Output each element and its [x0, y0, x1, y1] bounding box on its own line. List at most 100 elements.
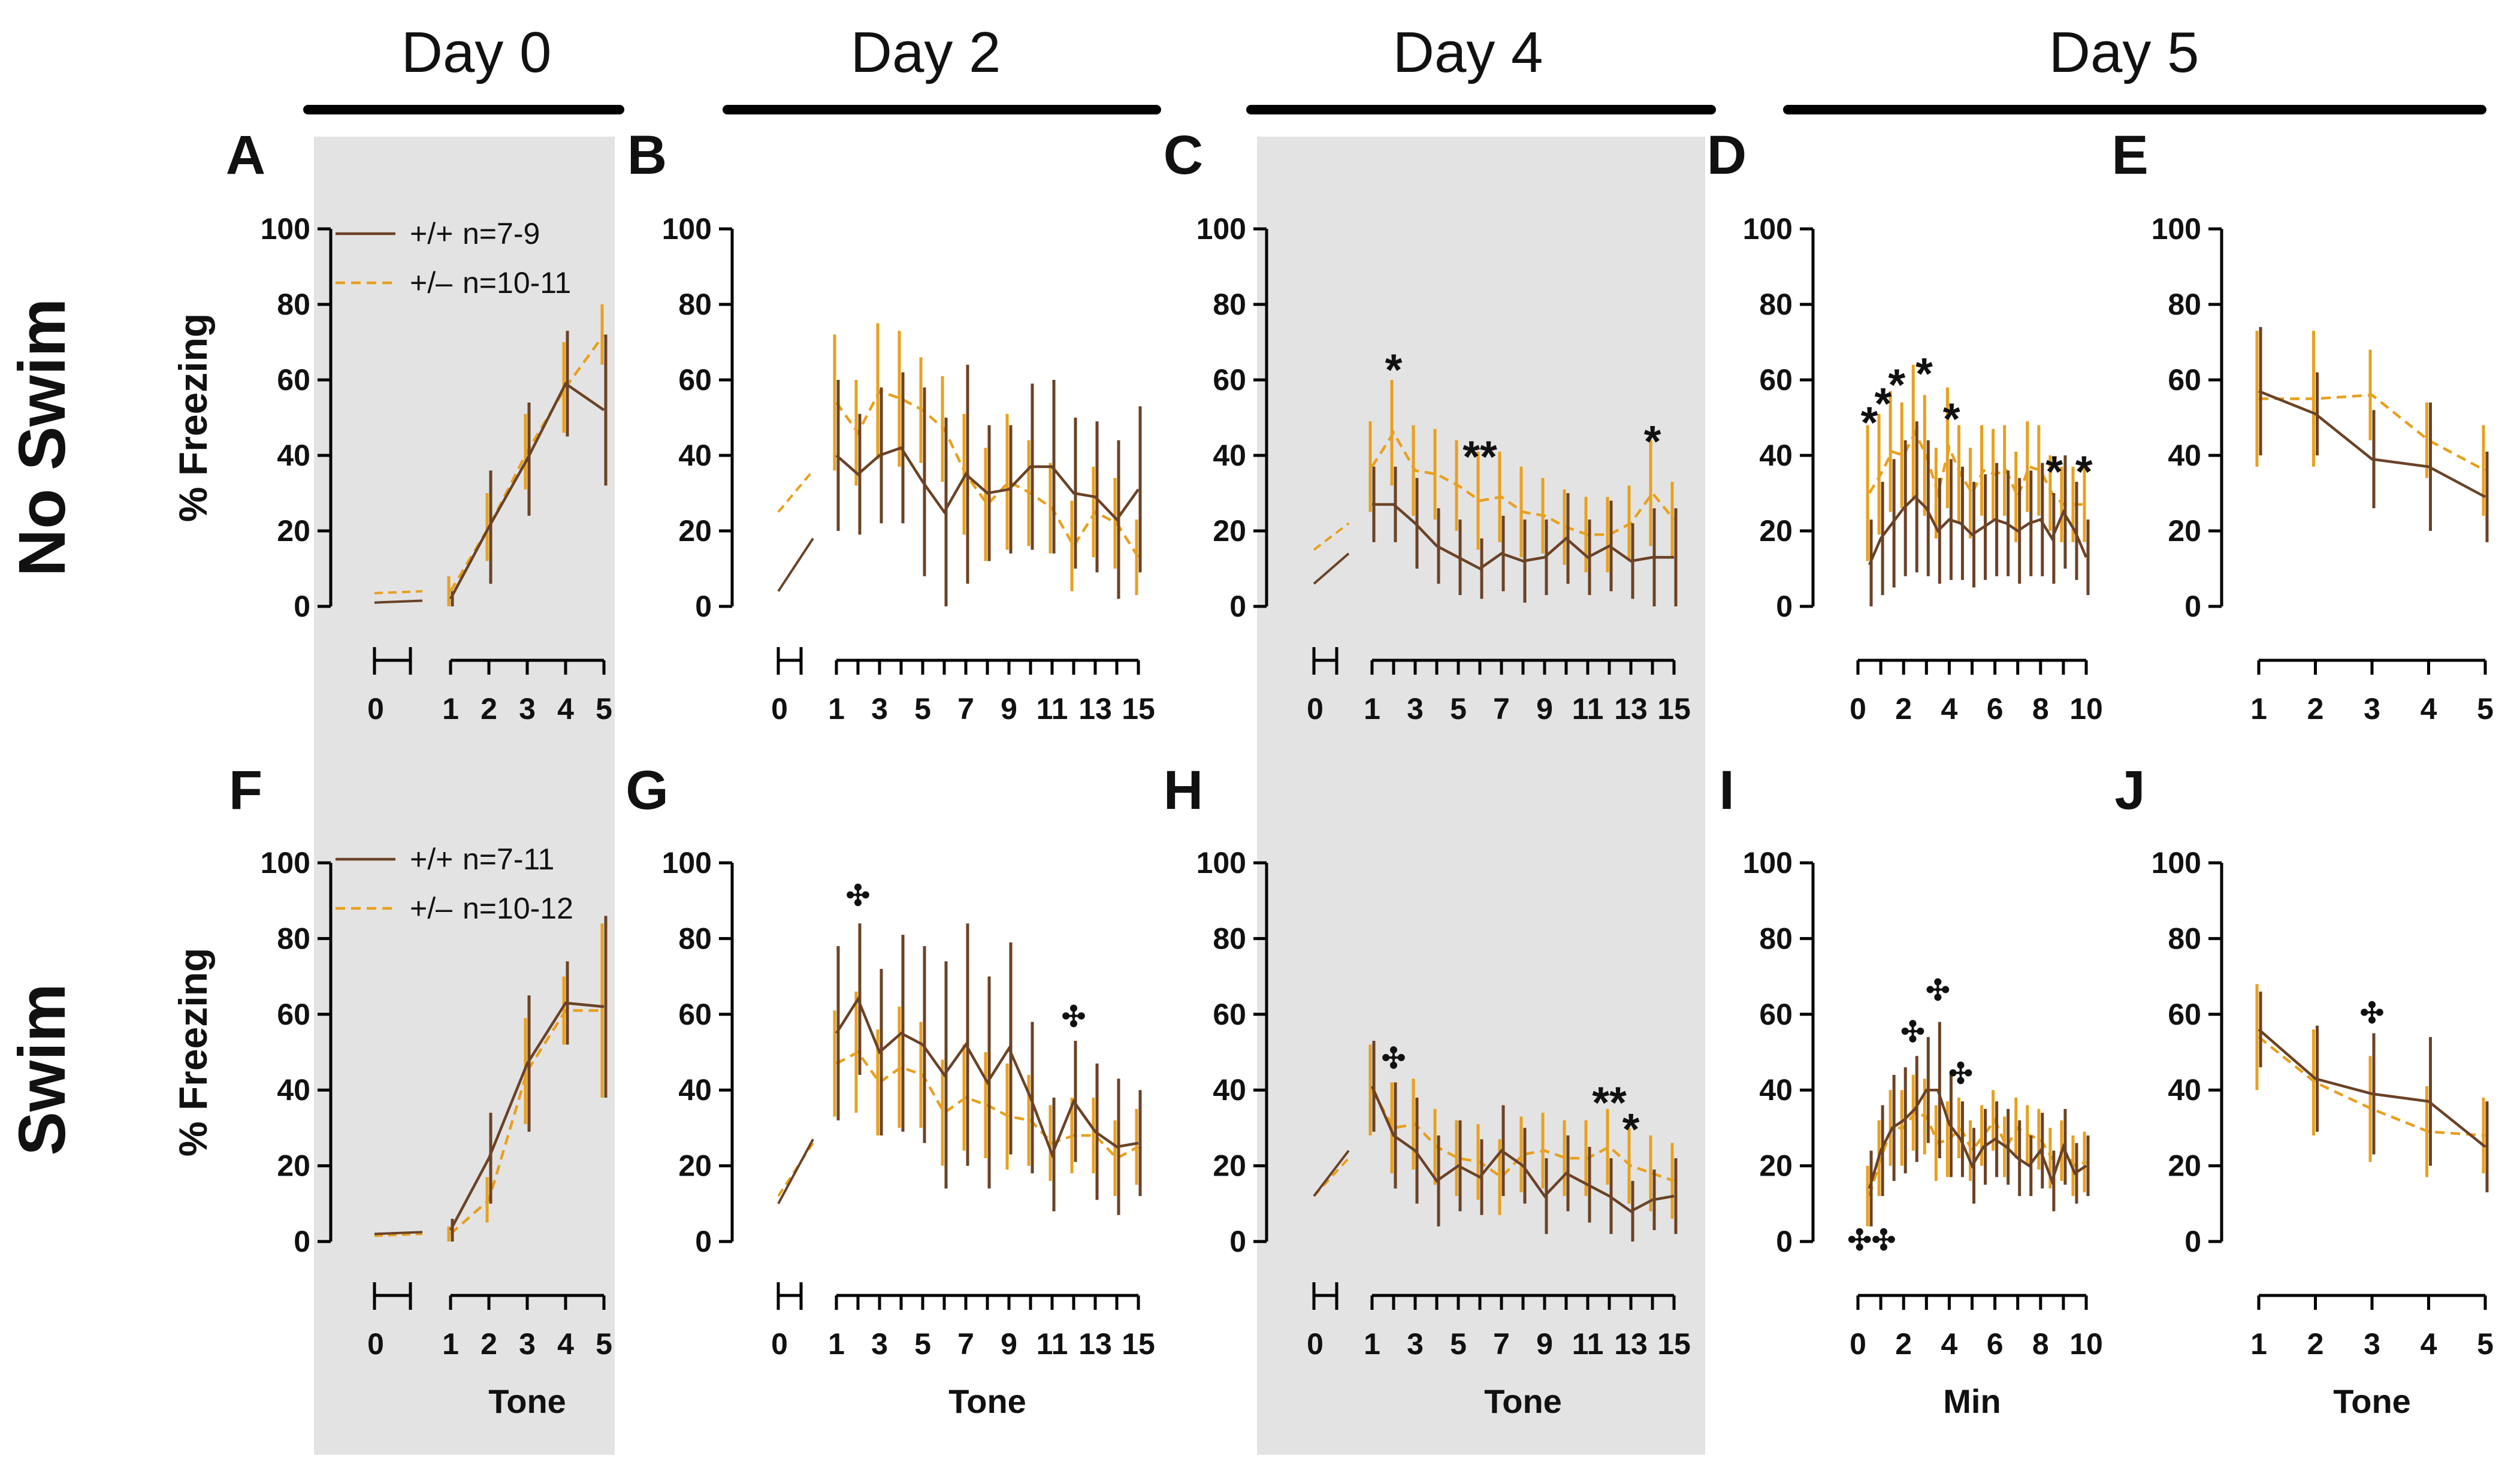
panel-letter: B [627, 125, 667, 186]
x-tick-label: 2 [481, 1327, 497, 1361]
baseline-tick-label: 0 [367, 1327, 384, 1361]
significance-star: * [1888, 360, 1905, 410]
baseline-het-line [1313, 522, 1350, 551]
y-tick-label: 0 [2184, 590, 2201, 623]
y-tick-label: 20 [678, 514, 712, 548]
day-header-2: Day 4 [1393, 20, 1543, 84]
y-tick-label: 40 [2168, 1073, 2201, 1107]
wt-series-line [1868, 1088, 2087, 1189]
x-tick-label: 3 [871, 1327, 888, 1361]
het-series-line [2258, 1035, 2486, 1137]
x-tick-label: 1 [1364, 692, 1380, 726]
x-tick-label: 2 [481, 692, 497, 726]
x-tick-label: 11 [1037, 692, 1068, 726]
x-tick-label: 13 [1078, 692, 1112, 726]
baseline-het-line [374, 1233, 423, 1237]
y-tick-label: 40 [277, 439, 310, 472]
panel-letter: D [1707, 125, 1747, 186]
y-tick-label: 20 [2168, 1149, 2201, 1183]
baseline-het-line [374, 590, 423, 594]
x-tick-label: 1 [442, 692, 459, 726]
x-tick-label: 1 [2250, 692, 2267, 726]
legend-legend_bottom: +/+ n=7-11 +/– n=10-12 [336, 842, 573, 925]
panel-letter: E [2111, 125, 2148, 186]
significance-star: * [2075, 447, 2093, 497]
baseline-tick-label: 0 [1307, 1327, 1324, 1361]
panel-A: A 0 20 40 60 80 100 % Freezing 1 2 3 4 5 0 [171, 125, 612, 726]
significance-star: * [1915, 349, 1933, 398]
legend-n: n=10-11 [463, 266, 571, 300]
x-tick-label: 6 [1987, 1327, 2004, 1361]
y-tick-label: 80 [1213, 922, 1246, 955]
y-tick-label: 100 [662, 846, 712, 880]
x-tick-label: 0 [1850, 692, 1866, 726]
x-axis-title: Tone [2333, 1382, 2411, 1420]
wt-series-line [835, 446, 1140, 522]
x-tick-label: 5 [1450, 1327, 1467, 1361]
y-tick-label: 0 [294, 590, 310, 623]
x-tick-label: 1 [2250, 1327, 2267, 1361]
y-tick-label: 60 [2168, 998, 2201, 1031]
baseline-tick-label: 0 [771, 1327, 788, 1361]
y-tick-label: 0 [1229, 1225, 1246, 1258]
panel-letter: A [226, 125, 265, 186]
panel-F: F 0 20 40 60 80 100 % Freezing 1 2 3 4 5 0 Tone [171, 760, 612, 1420]
legend-n: n=7-11 [463, 842, 554, 876]
x-tick-label: 3 [2364, 1327, 2380, 1361]
y-tick-label: 100 [2152, 212, 2201, 246]
x-tick-label: 11 [1572, 692, 1604, 726]
y-tick-label: 100 [1743, 846, 1793, 880]
panel-letter: F [229, 760, 262, 821]
baseline-het-line [777, 469, 814, 513]
y-tick-label: 60 [2168, 363, 2201, 397]
x-tick-label: 5 [1450, 692, 1467, 726]
y-tick-label: 100 [1743, 212, 1793, 246]
y-tick-label: 100 [261, 846, 310, 880]
y-tick-label: 0 [294, 1225, 310, 1258]
panel-letter: H [1164, 760, 1203, 821]
y-tick-label: 40 [2168, 439, 2201, 472]
y-tick-label: 100 [261, 212, 310, 246]
x-axis-title: Tone [948, 1382, 1026, 1420]
y-tick-label: 100 [2152, 846, 2201, 880]
x-tick-label: 5 [2477, 692, 2494, 726]
x-tick-label: 9 [1536, 692, 1553, 726]
x-tick-label: 13 [1614, 692, 1648, 726]
significance-star: ** [1463, 431, 1497, 481]
x-tick-label: 15 [1657, 1327, 1691, 1361]
x-tick-label: 1 [828, 692, 845, 726]
wt-series-line [1370, 1085, 1675, 1213]
day-header-3: Day 5 [2049, 20, 2199, 84]
x-tick-label: 5 [596, 692, 612, 726]
x-axis-title: Tone [1484, 1382, 1562, 1420]
x-tick-label: 3 [2364, 692, 2380, 726]
y-tick-label: 60 [277, 363, 310, 397]
legend-genotype: +/+ [410, 842, 453, 876]
y-tick-label: 80 [1759, 922, 1793, 955]
x-tick-label: 9 [1001, 1327, 1017, 1361]
y-tick-label: 20 [277, 1149, 310, 1183]
y-tick-label: 20 [1759, 514, 1793, 548]
y-tick-label: 100 [1196, 212, 1246, 246]
significance-cross: ✣ [2360, 998, 2384, 1029]
y-tick-label: 40 [277, 1073, 310, 1107]
x-tick-label: 4 [2421, 1327, 2437, 1361]
x-tick-label: 6 [1987, 692, 2004, 726]
x-tick-label: 4 [1941, 1327, 1957, 1361]
y-tick-label: 80 [678, 922, 712, 955]
het-series-line [449, 1009, 604, 1236]
significance-star: * [1943, 394, 1960, 443]
panel-E: E 0 20 40 60 80 100 1 2 3 4 5 [2111, 125, 2494, 726]
y-tick-label: 20 [1213, 514, 1246, 548]
x-tick-label: 4 [1941, 692, 1957, 726]
y-tick-label: 80 [2168, 922, 2201, 955]
wt-series-line [2258, 1028, 2486, 1148]
baseline-wt-line [1313, 552, 1350, 585]
significance-star: * [1875, 379, 1892, 428]
x-tick-label: 5 [596, 1327, 612, 1361]
x-tick-label: 0 [1850, 1327, 1866, 1361]
baseline-wt-line [374, 599, 423, 604]
